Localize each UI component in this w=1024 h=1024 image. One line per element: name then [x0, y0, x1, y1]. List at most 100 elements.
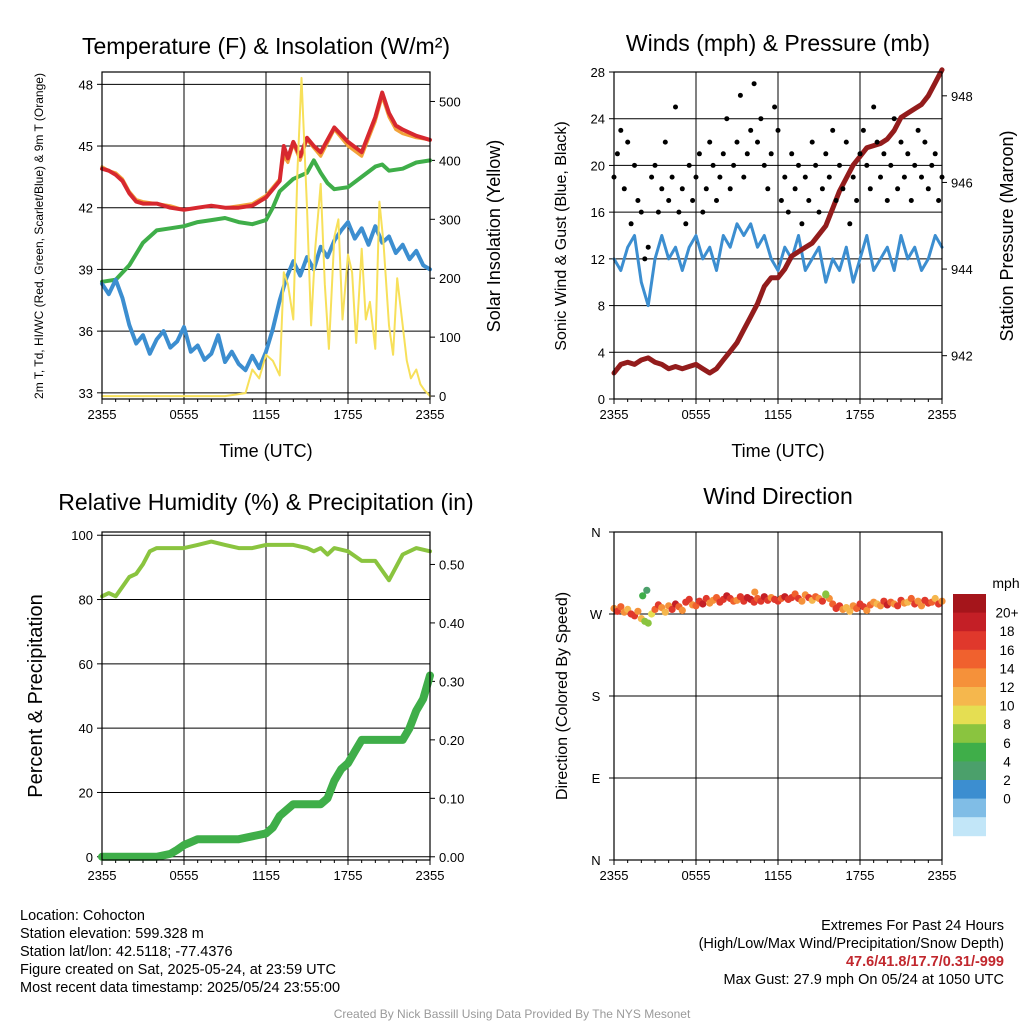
gust-point [895, 186, 901, 192]
gust-point [898, 139, 904, 145]
gust-point [717, 174, 723, 180]
winds-xlabel: Time (UTC) [731, 441, 824, 461]
y2-tick-label: 0.10 [439, 791, 464, 806]
x-tick-label: 1755 [846, 407, 875, 422]
temperature-ylabel: 2m T, Td, HI/WC (Red, Green, Scarlet/Blu… [32, 73, 46, 399]
gust-point [768, 151, 774, 157]
gust-point [649, 174, 655, 180]
y-tick-label: 42 [79, 201, 93, 216]
gust-point [874, 139, 880, 145]
gust-point [871, 104, 877, 110]
colorbar-label: 10 [999, 699, 1014, 714]
gust-point [881, 151, 887, 157]
gust-point [710, 162, 716, 168]
y2-tick-label: 0.50 [439, 557, 464, 572]
gust-point [908, 198, 914, 203]
direction-point [678, 606, 686, 615]
gust-point [645, 244, 651, 250]
colorbar-swatch [953, 742, 986, 762]
x-tick-label: 1155 [764, 868, 792, 883]
y-tick-label: E [592, 771, 601, 786]
y-tick-label: N [591, 525, 600, 540]
colorbar-label: 0 [1003, 792, 1011, 807]
y2-tick-label: 948 [951, 89, 973, 104]
x-tick-label: 0555 [170, 868, 199, 883]
colorbar-label: 6 [1003, 736, 1011, 751]
gust-point [758, 116, 764, 122]
x-tick-label: 0555 [682, 407, 711, 422]
series-line-0 [612, 222, 944, 308]
y-tick-label: 40 [79, 721, 93, 736]
y-tick-label: 33 [79, 386, 93, 401]
gust-point [628, 221, 634, 227]
gust-point [819, 186, 825, 192]
colorbar-label: 18 [999, 624, 1014, 639]
gust-point [734, 139, 740, 145]
temperature-frame [101, 71, 431, 400]
gust-point [693, 174, 699, 180]
gust-point [840, 186, 846, 192]
direction-point [822, 591, 830, 599]
gust-point [785, 209, 791, 215]
y2-tick-label: 300 [439, 212, 461, 227]
gust-point [690, 198, 696, 203]
colorbar-swatch [953, 705, 986, 725]
gust-point [905, 151, 911, 157]
y2-tick-label: 944 [951, 262, 973, 277]
direction-point [907, 594, 915, 603]
gust-point [864, 162, 870, 168]
x-tick-label: 2355 [416, 868, 445, 883]
gust-point [809, 139, 815, 145]
gust-point [662, 139, 668, 145]
winds-frame [613, 71, 943, 400]
gust-point [826, 174, 832, 180]
winds-ylabel: Sonic Wind & Gust (Blue, Black) [553, 121, 570, 350]
gust-point [748, 127, 754, 133]
gust-point [901, 174, 907, 180]
colorbar-label: 4 [1003, 754, 1011, 769]
y-tick-label: 0 [598, 392, 605, 407]
colorbar-swatch [953, 761, 986, 781]
extremes-values: 47.6/41.8/17.7/0.31/-999 [845, 954, 1004, 970]
direction-point [699, 600, 707, 608]
gust-point [731, 162, 737, 168]
y-tick-label: S [592, 689, 601, 704]
gust-point [683, 221, 689, 227]
colorbar-label: 20+ [996, 606, 1019, 621]
direction-point [894, 602, 902, 610]
temperature-title: Temperature (F) & Insolation (W/m²) [82, 33, 450, 59]
x-tick-label: 0555 [170, 407, 199, 422]
gust-point [912, 162, 918, 168]
direction-point [931, 594, 939, 603]
max-gust: Max Gust: 27.9 mph On 05/24 at 1050 UTC [723, 972, 1004, 988]
series-line-1 [611, 67, 945, 376]
temperature-panel: Temperature (F) & Insolation (W/m²) 2355… [32, 33, 504, 461]
temperature-xlabel: Time (UTC) [219, 441, 312, 461]
direction-ylabel: Direction (Colored By Speed) [554, 592, 571, 800]
gust-point [679, 186, 685, 192]
series-line-1 [98, 671, 434, 861]
colorbar-swatch [953, 668, 986, 688]
y-tick-label: 28 [591, 65, 605, 80]
gust-point [669, 174, 675, 180]
gust-point [929, 162, 935, 168]
x-tick-label: 1155 [764, 407, 792, 422]
direction-point [846, 607, 854, 615]
y2-tick-label: 200 [439, 271, 461, 286]
gust-point [686, 162, 692, 168]
series-line-2 [100, 158, 432, 284]
direction-title: Wind Direction [703, 483, 853, 509]
colorbar-swatch [953, 687, 986, 706]
y-tick-label: W [590, 607, 603, 622]
y-tick-label: 36 [79, 324, 93, 339]
humidity-plot: 2355 0555 1155 1755 2355 0 20 40 60 80 100 0.00 0.10… [71, 528, 464, 883]
gust-point [919, 174, 924, 180]
gust-point [833, 198, 839, 203]
info-timestamp: Most recent data timestamp: 2025/05/24 2… [20, 980, 341, 996]
gust-point [618, 127, 624, 133]
direction-point [639, 592, 647, 600]
y-tick-label: 20 [79, 785, 93, 800]
gust-point [799, 221, 805, 227]
